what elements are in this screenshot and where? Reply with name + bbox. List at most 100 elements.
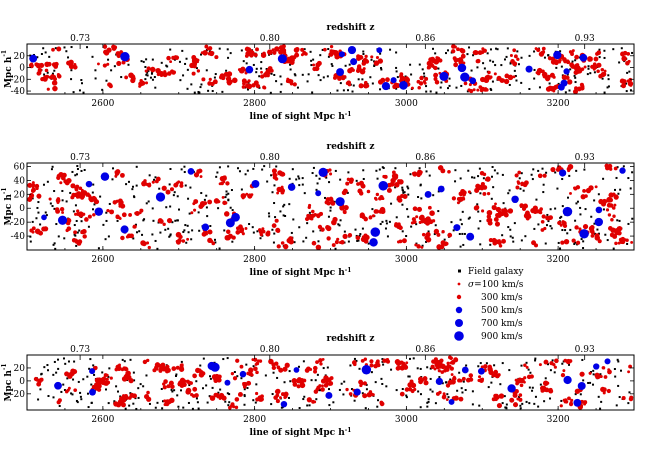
field-galaxy-point (78, 89, 81, 92)
field-galaxy-point (332, 401, 335, 404)
cluster-galaxy-point (563, 375, 572, 385)
group-galaxy-point (483, 77, 490, 84)
field-galaxy-point (73, 224, 76, 227)
group-galaxy-point (284, 362, 290, 368)
field-galaxy-point (272, 241, 275, 244)
legend: Field galaxy σ=100 km/s 300 km/s 500 km/… (454, 267, 524, 342)
group-galaxy-point (361, 61, 367, 66)
field-galaxy-point (407, 215, 410, 218)
field-galaxy-point (164, 228, 167, 231)
group-galaxy-point (207, 230, 212, 235)
field-galaxy-point (471, 176, 474, 179)
field-galaxy-point (507, 192, 510, 195)
y-tick-label: -20 (11, 218, 26, 228)
group-galaxy-point (37, 67, 43, 73)
field-galaxy-point (534, 359, 537, 362)
field-galaxy-point (440, 81, 443, 84)
group-galaxy-point (285, 79, 290, 84)
group-galaxy-point (462, 190, 467, 195)
group-galaxy-point (321, 357, 325, 361)
group-galaxy-point (543, 226, 547, 231)
field-galaxy-point (75, 219, 78, 222)
field-galaxy-point (255, 67, 258, 70)
field-galaxy-point (362, 177, 365, 180)
field-galaxy-point (511, 236, 514, 239)
group-galaxy-point (585, 187, 592, 194)
field-galaxy-point (205, 206, 208, 209)
field-galaxy-point (233, 371, 236, 374)
field-galaxy-point (288, 177, 291, 180)
field-galaxy-point (200, 192, 203, 195)
group-galaxy-point (274, 389, 280, 394)
field-galaxy-point (537, 223, 540, 226)
group-galaxy-point (336, 237, 340, 241)
field-galaxy-point (197, 211, 200, 214)
group-galaxy-point (522, 182, 528, 188)
group-galaxy-point (364, 234, 370, 241)
group-galaxy-point (573, 186, 578, 191)
field-galaxy-point (402, 191, 405, 194)
field-galaxy-point (92, 183, 95, 186)
group-galaxy-point (164, 366, 170, 372)
field-galaxy-point (339, 82, 342, 85)
field-galaxy-point (518, 395, 521, 398)
group-galaxy-point (491, 397, 496, 402)
field-galaxy-point (598, 56, 601, 59)
z-tick-label: 0.86 (415, 34, 435, 44)
field-galaxy-point (381, 360, 384, 363)
panel-2-ylabel: Mpc h-1 (1, 187, 14, 225)
cluster-galaxy-point (577, 381, 586, 390)
group-galaxy-point (158, 219, 164, 224)
group-galaxy-point (373, 60, 380, 66)
field-galaxy-point (376, 405, 379, 408)
field-galaxy-point (568, 363, 571, 366)
group-galaxy-point (313, 365, 318, 371)
field-galaxy-point (132, 237, 135, 240)
field-galaxy-point (600, 400, 603, 403)
field-galaxy-point (370, 371, 373, 374)
group-galaxy-point (87, 194, 92, 198)
group-galaxy-point (563, 238, 570, 245)
group-galaxy-point (610, 227, 616, 233)
field-galaxy-point (302, 240, 305, 243)
group-galaxy-point (540, 219, 545, 224)
field-galaxy-point (224, 400, 227, 403)
field-galaxy-point (54, 47, 57, 50)
field-galaxy-point (487, 386, 490, 389)
field-galaxy-point (584, 208, 587, 211)
field-galaxy-point (191, 229, 194, 232)
field-galaxy-point (174, 219, 177, 222)
field-galaxy-point (228, 401, 231, 404)
field-galaxy-point (94, 77, 97, 80)
field-galaxy-point (199, 53, 202, 56)
group-galaxy-point (629, 395, 634, 400)
group-galaxy-point (572, 89, 579, 95)
group-galaxy-point (398, 179, 404, 185)
group-galaxy-point (356, 182, 360, 186)
field-galaxy-point (355, 359, 358, 362)
group-galaxy-point (462, 197, 466, 201)
field-galaxy-point (472, 54, 475, 57)
group-galaxy-point (318, 359, 322, 363)
group-galaxy-point (226, 76, 232, 82)
field-galaxy-point (377, 399, 380, 402)
group-galaxy-point (412, 206, 418, 212)
group-galaxy-point (78, 186, 83, 191)
cluster-galaxy-point (562, 206, 573, 217)
group-galaxy-point (606, 202, 612, 208)
field-galaxy-point (195, 67, 198, 70)
field-galaxy-point (145, 73, 148, 76)
group-galaxy-point (435, 391, 440, 396)
field-galaxy-point (519, 407, 522, 410)
field-galaxy-point (343, 230, 346, 233)
group-galaxy-point (125, 235, 130, 239)
field-galaxy-point (73, 360, 76, 363)
field-galaxy-point (454, 169, 457, 172)
field-galaxy-point (394, 186, 397, 189)
group-galaxy-point (394, 182, 400, 188)
group-galaxy-point (235, 226, 240, 231)
field-galaxy-point (48, 55, 51, 58)
group-galaxy-point (393, 82, 398, 87)
field-galaxy-point (308, 404, 311, 407)
group-galaxy-point (218, 182, 222, 186)
